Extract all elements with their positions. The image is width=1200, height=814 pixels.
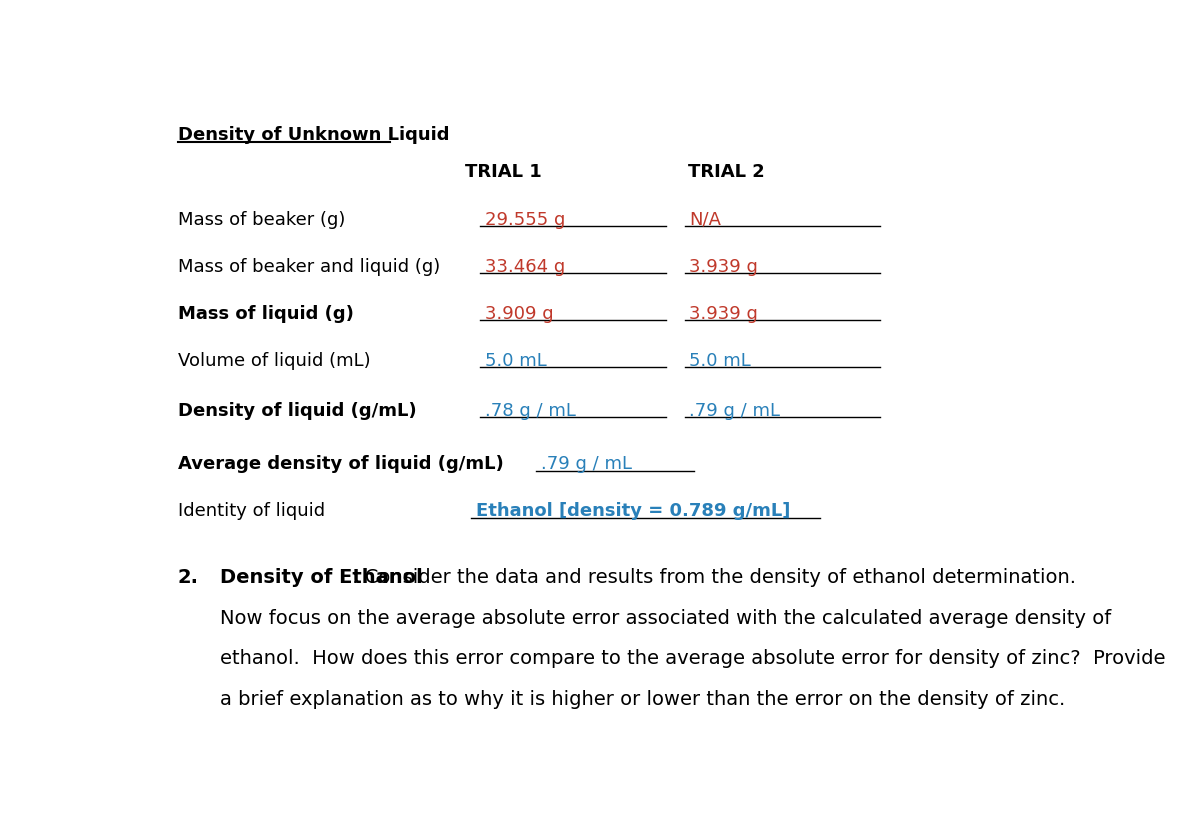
Text: Now focus on the average absolute error associated with the calculated average d: Now focus on the average absolute error … [220,609,1111,628]
Text: Density of Ethanol: Density of Ethanol [220,568,422,587]
Text: Identity of liquid: Identity of liquid [178,502,325,520]
Text: Mass of beaker and liquid (g): Mass of beaker and liquid (g) [178,257,440,275]
Text: ethanol.  How does this error compare to the average absolute error for density : ethanol. How does this error compare to … [220,650,1165,668]
Text: .78 g / mL: .78 g / mL [485,401,576,420]
Text: 33.464 g: 33.464 g [485,257,565,275]
Text: .79 g / mL: .79 g / mL [540,455,631,473]
Text: .79 g / mL: .79 g / mL [689,401,780,420]
Text: TRIAL 2: TRIAL 2 [689,164,764,182]
Text: 5.0 mL: 5.0 mL [689,352,751,370]
Text: Density of liquid (g/mL): Density of liquid (g/mL) [178,401,416,420]
Text: 3.939 g: 3.939 g [689,304,758,322]
Text: 3.909 g: 3.909 g [485,304,553,322]
Text: Density of Unknown Liquid: Density of Unknown Liquid [178,126,449,144]
Text: N/A: N/A [689,211,721,229]
Text: : Consider the data and results from the density of ethanol determination.: : Consider the data and results from the… [352,568,1076,587]
Text: Mass of beaker (g): Mass of beaker (g) [178,211,346,229]
Text: 2.: 2. [178,568,199,587]
Text: a brief explanation as to why it is higher or lower than the error on the densit: a brief explanation as to why it is high… [220,690,1066,709]
Text: 3.939 g: 3.939 g [689,257,758,275]
Text: Mass of liquid (g): Mass of liquid (g) [178,304,354,322]
Text: TRIAL 1: TRIAL 1 [466,164,541,182]
Text: 5.0 mL: 5.0 mL [485,352,546,370]
Text: 29.555 g: 29.555 g [485,211,565,229]
Text: Average density of liquid (g/mL): Average density of liquid (g/mL) [178,455,504,473]
Text: Ethanol [density = 0.789 g/mL]: Ethanol [density = 0.789 g/mL] [475,502,790,520]
Text: Volume of liquid (mL): Volume of liquid (mL) [178,352,371,370]
